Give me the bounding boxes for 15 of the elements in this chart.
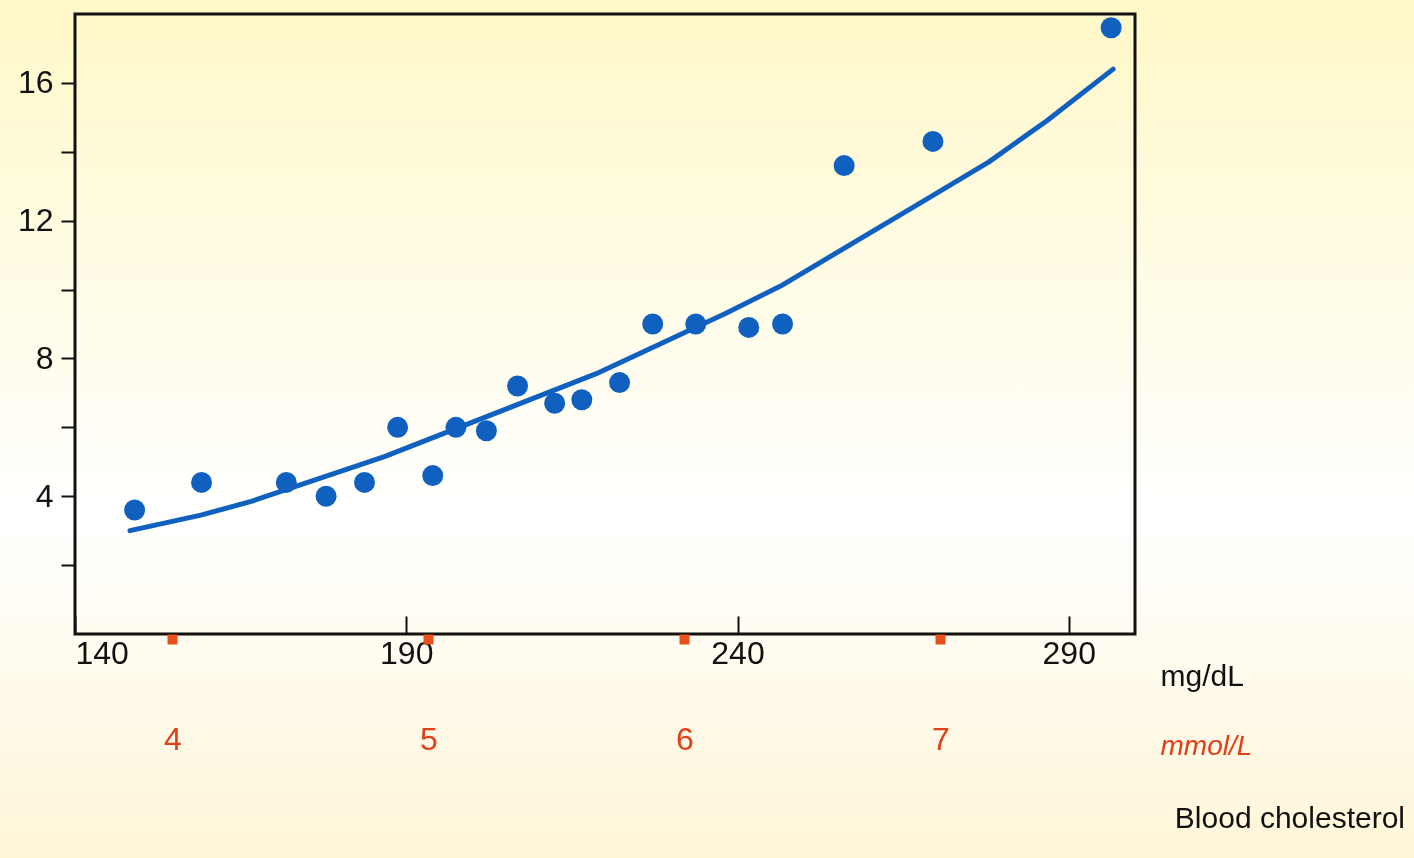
- text: Blood cholesterol: [1174, 801, 1405, 834]
- x-tick-label: 190: [380, 634, 434, 671]
- y-tick-label: 12: [17, 202, 54, 239]
- y-tick-label: 4: [35, 477, 54, 514]
- x-tick-label: 140: [75, 634, 129, 671]
- x2-tick-label: 4: [163, 720, 182, 757]
- y-tick-label: 8: [35, 339, 54, 376]
- x-axis-title: mg/dL: [1160, 658, 1244, 692]
- x2-axis-title: mmol/L: [1160, 729, 1253, 761]
- x2-tick-label: 7: [932, 720, 950, 757]
- x2-tick-label: 6: [675, 720, 694, 757]
- x-tick-label: 240: [711, 634, 765, 671]
- x-tick-label: 290: [1042, 634, 1096, 671]
- y-tick-label: 16: [17, 64, 54, 101]
- x2-tick-label: 5: [419, 720, 438, 757]
